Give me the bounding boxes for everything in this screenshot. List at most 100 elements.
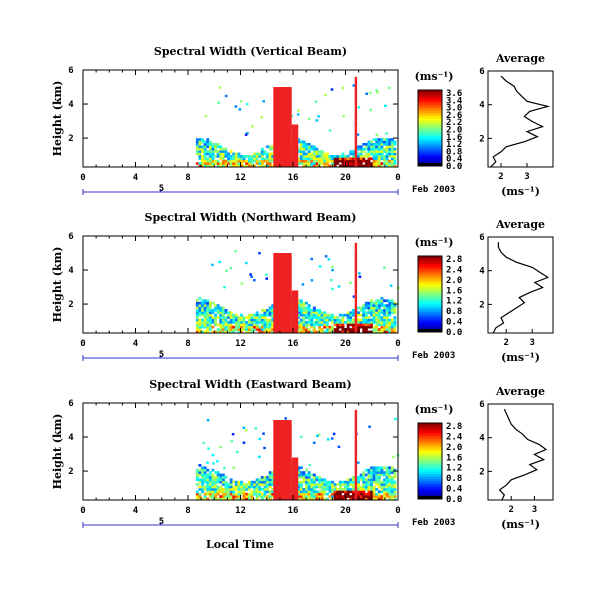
heatmap-cell	[299, 476, 303, 479]
heatmap-cell	[208, 471, 212, 474]
heatmap-cell	[216, 330, 220, 334]
heatmap-cell	[375, 497, 379, 501]
colorbar-band	[418, 92, 442, 96]
heatmap-cell	[299, 299, 303, 303]
heatmap-cell	[216, 311, 220, 315]
heatmap-cell	[224, 321, 228, 324]
heatmap-cell	[214, 330, 217, 334]
heatmap-cell	[206, 321, 210, 324]
heatmap-cell	[346, 164, 350, 168]
heatmap-cell	[302, 311, 306, 315]
heatmap-cell	[320, 488, 324, 491]
heatmap-cell	[359, 325, 363, 329]
heatmap-cell	[359, 473, 363, 477]
heatmap-cell	[203, 495, 207, 498]
heatmap-cell	[212, 462, 215, 465]
y-tick-label: 6	[68, 399, 73, 409]
heatmap-cell	[385, 321, 389, 324]
heatmap-cell	[362, 304, 366, 307]
heatmap-cell	[393, 471, 397, 474]
heatmap-cell	[362, 325, 366, 329]
heatmap-cell	[341, 328, 345, 331]
heatmap-cell	[224, 164, 228, 168]
heatmap-cell	[393, 468, 397, 472]
heatmap-cell	[307, 159, 311, 163]
heatmap-cell	[305, 328, 308, 331]
heatmap-cell	[383, 309, 386, 312]
colorbar-band	[418, 278, 442, 282]
heatmap-cell	[323, 316, 327, 319]
heatmap-cell	[323, 155, 327, 158]
heatmap-cell	[390, 306, 394, 310]
heatmap-cell	[299, 157, 303, 161]
heatmap-cell	[310, 478, 314, 482]
heatmap-cell	[250, 323, 254, 327]
heatmap-cell	[211, 301, 215, 305]
rain-spike	[291, 124, 299, 167]
heatmap-cell	[377, 492, 381, 496]
heatmap-cell	[198, 488, 202, 491]
colorbar-band	[418, 319, 442, 323]
heatmap-cell	[370, 311, 373, 315]
heatmap-cell	[331, 162, 334, 165]
heatmap-cell	[258, 164, 262, 168]
heatmap-cell	[268, 318, 272, 322]
heatmap-cell	[219, 321, 223, 324]
heatmap-cell	[247, 488, 251, 491]
heatmap-cell	[368, 425, 371, 428]
heatmap-cell	[250, 321, 254, 324]
colorbar-tick-label: 3.6	[446, 89, 462, 99]
heatmap-cell	[357, 313, 360, 317]
heatmap-cell	[377, 157, 381, 161]
heatmap-cell	[388, 164, 392, 168]
heatmap-cell	[356, 133, 360, 136]
colorbar-band	[418, 128, 442, 131]
heatmap-cell	[237, 330, 241, 334]
heatmap-cell	[240, 318, 243, 322]
heatmap-cell	[388, 299, 392, 303]
colorbar-band	[418, 143, 442, 147]
heatmap-cell	[362, 159, 366, 163]
colorbar-band	[418, 430, 442, 434]
colorbar-zero-band	[418, 496, 442, 499]
heatmap-cell	[255, 311, 259, 315]
panel-3: Spectral Width (Eastward Beam)0 4 8 12 16 20 0…	[51, 378, 554, 531]
heatmap-cell	[310, 321, 314, 324]
avg-x-tick-label: 3	[524, 172, 529, 182]
heatmap-cell	[341, 497, 345, 501]
heatmap-cell	[383, 492, 386, 496]
heatmap-cell	[195, 162, 199, 165]
heatmap-cell	[203, 478, 207, 482]
heatmap-cell	[336, 155, 340, 158]
heatmap-cell	[307, 328, 311, 331]
heatmap-cell	[201, 478, 204, 482]
heatmap-cell	[388, 476, 392, 479]
heatmap-cell	[221, 328, 225, 331]
heatmap-cell	[333, 483, 337, 486]
heatmap-cell	[390, 323, 394, 327]
heatmap-cell	[202, 441, 206, 445]
heatmap-cell	[385, 162, 389, 165]
heatmap-cell	[331, 316, 334, 319]
heatmap-cell	[302, 321, 306, 324]
heatmap-cell	[307, 309, 311, 312]
heatmap-cell	[370, 466, 373, 470]
heatmap-cell	[299, 490, 303, 494]
heatmap-cell	[203, 145, 207, 149]
heatmap-cell	[299, 471, 303, 474]
avg-x-tick-label: 3	[532, 505, 537, 515]
heatmap-cell	[211, 318, 215, 322]
heatmap-cell	[312, 478, 316, 482]
heatmap-cell	[357, 311, 360, 315]
heatmap-cell	[338, 318, 342, 322]
heatmap-cell	[297, 316, 301, 319]
heatmap-cell	[388, 306, 392, 310]
heatmap-cell	[323, 152, 327, 156]
heatmap-cell	[349, 313, 353, 317]
heatmap-cell	[307, 478, 311, 482]
heatmap-cell	[312, 323, 316, 327]
heatmap-cell	[203, 466, 207, 470]
avg-y-tick-label: 2	[479, 300, 484, 310]
colorbar-band	[418, 314, 442, 318]
heatmap-cell	[372, 485, 376, 489]
